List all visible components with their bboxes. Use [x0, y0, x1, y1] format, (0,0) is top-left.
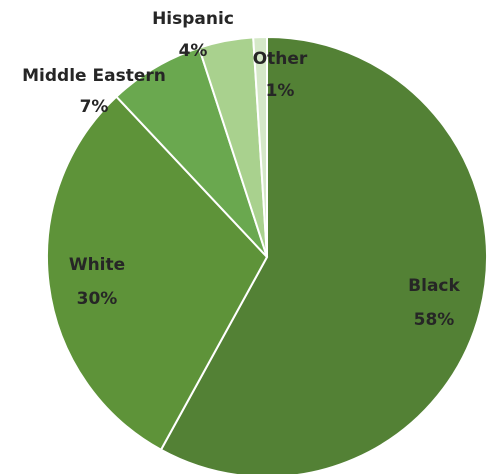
white-percent-label: 30% — [77, 289, 118, 309]
black-slice — [159, 35, 488, 474]
middle-eastern-category-label: Middle Eastern — [22, 66, 166, 86]
other-category-label: Other — [253, 49, 308, 69]
hispanic-percent-label: 4% — [179, 41, 208, 61]
hispanic-category-label: Hispanic — [152, 9, 234, 29]
white-slice — [46, 95, 269, 452]
middle-eastern-percent-label: 7% — [80, 97, 109, 117]
other-percent-label: 1% — [266, 81, 295, 101]
black-category-label: Black — [408, 276, 460, 296]
black-percent-label: 58% — [414, 310, 455, 330]
pie-slices — [46, 35, 488, 474]
white-category-label: White — [69, 255, 125, 275]
other-slice — [252, 35, 268, 258]
pie-data-labels: Black 58% White 30% Middle Eastern 7% Hi… — [22, 9, 460, 330]
